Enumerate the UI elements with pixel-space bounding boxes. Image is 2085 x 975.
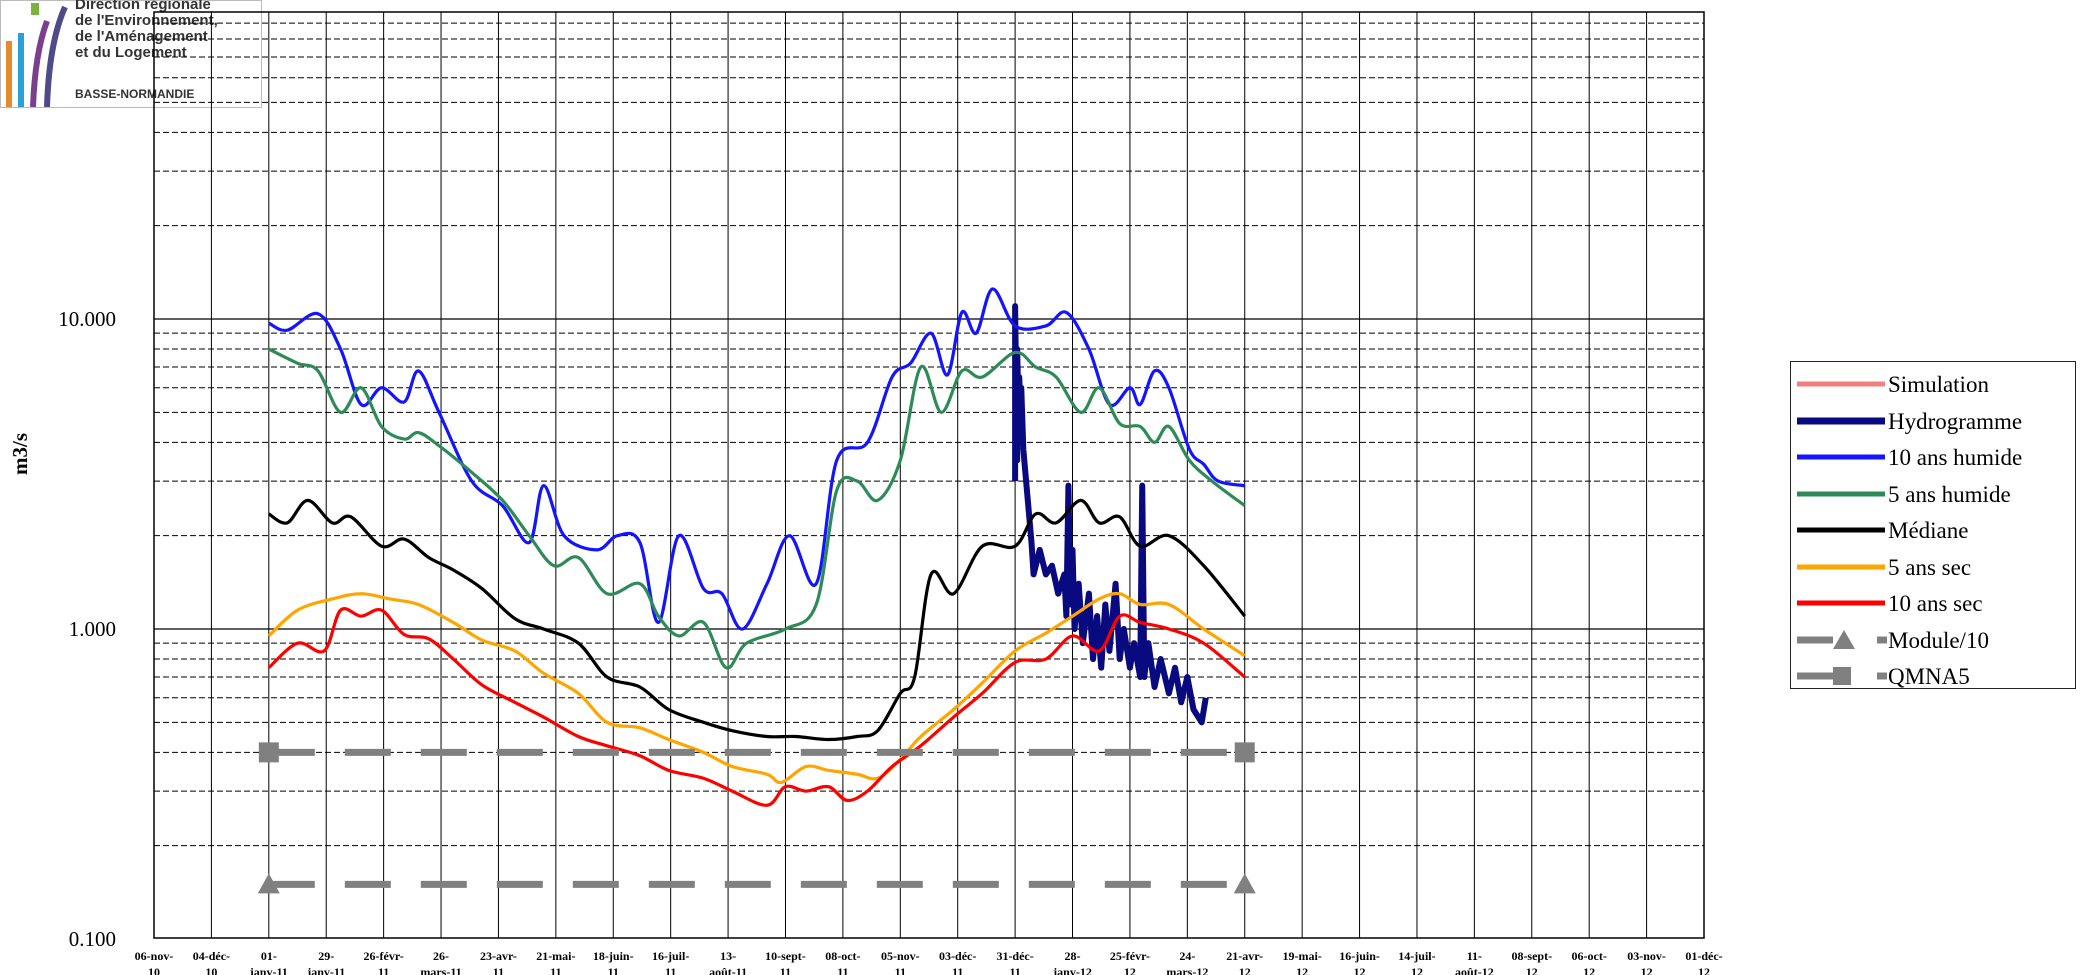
y-axis-label: m3/s [8,433,32,475]
x-tick-label: 08-oct-11 [825,949,860,975]
series-hydrogramme-line [1012,303,1209,726]
series-qmna5-marker [1234,742,1255,763]
x-tick-label: 14-juil-12 [1398,949,1435,975]
legend-item: 10 ans sec [1791,585,2075,621]
legend-label: 5 ans humide [1888,481,2011,507]
legend-swatch [1797,454,1885,460]
logo-text: Direction régionale de l'Environnement, … [75,0,218,61]
y-axis-ticks: 10.000 1.000 0.100 [58,307,116,951]
legend-swatch [1797,629,1887,649]
legend-label: QMNA5 [1888,664,1970,689]
x-tick-label: 05-nov-11 [881,949,920,975]
legend-swatch [1797,564,1885,569]
plot-frame [153,11,1705,939]
legend-swatch [1797,417,1885,424]
legend-label: Module/10 [1888,627,1989,653]
legend-label: Simulation [1888,372,1989,397]
x-tick-label: 29-janv-11 [306,949,345,975]
x-tick-label: 26-mars-11 [420,949,461,975]
legend-item: Hydrogramme [1791,403,2075,439]
legend-item: Module/10 [1791,622,2075,658]
logo-line: de l'Aménagement [75,28,208,45]
x-tick-label: 26-févr-11 [364,949,404,975]
x-tick-label: 13-août-11 [709,949,747,975]
logo-line: de l'Environnement, [75,12,218,29]
series-5-ans-sec-line [267,591,1246,785]
y-tick-label: 10.000 [58,307,116,331]
series-qmna5-marker [258,742,279,763]
legend-item: 10 ans humide [1791,439,2075,475]
x-tick-label: 16-juil-11 [652,949,689,975]
x-tick-label: 19-mai-12 [1282,949,1321,975]
x-tick-label: 08-sept-12 [1511,949,1552,975]
legend-item: QMNA5 [1791,658,2075,694]
legend-swatch [1797,381,1885,387]
series-module-10-marker [257,873,280,894]
x-tick-label: 25-févr-12 [1110,949,1150,975]
legend-label: 5 ans sec [1888,554,1972,580]
x-tick-label: 21-mai-11 [536,949,575,975]
legend-item: 5 ans humide [1791,476,2075,512]
x-tick-label: 18-juin-11 [593,949,634,975]
x-tick-label: 11-août-12 [1455,949,1494,975]
series-module-10-marker [1233,873,1256,894]
chart-grid [153,11,1705,939]
logo-region: BASSE-NORMANDIE [75,87,195,101]
legend-item: Simulation [1791,366,2075,402]
legend-item: Médiane [1791,512,2075,548]
x-tick-label: 28-janv-12 [1052,949,1092,975]
x-tick-label: 24-mars-12 [1166,949,1208,975]
legend-swatch [1797,667,1887,685]
x-tick-label: 23-avr-11 [480,949,517,975]
x-tick-label: 01-déc-12 [1685,949,1722,975]
legend-swatch [1797,491,1885,496]
x-tick-label: 06-oct-12 [1572,949,1607,975]
legend-label: 10 ans humide [1888,445,2023,470]
x-tick-label: 03-déc-11 [939,949,976,975]
y-tick-label: 0.100 [69,927,116,951]
chart-legend: Simulation Hydrogramme 10 ans humide 5 ans … [1790,361,2076,689]
x-tick-label: 03-nov-12 [1627,949,1666,975]
x-tick-label: 31-déc-11 [996,949,1033,975]
x-tick-label: 10-sept-11 [765,949,806,975]
y-tick-label: 1.000 [69,617,116,641]
logo-stripes-icon [6,3,68,107]
series-10-ans-sec-line [267,607,1246,807]
x-tick-label: 16-juin-12 [1339,949,1380,975]
series-m-diane-line [267,498,1246,742]
legend-label: 10 ans sec [1888,591,1983,616]
x-tick-label: 21-avr-12 [1226,949,1263,975]
logo-line: et du Logement [75,44,187,61]
dreal-logo: Direction régionale de l'Environnement, … [0,0,262,108]
chart-series [257,287,1256,894]
legend-label: Médiane [1888,518,1969,543]
x-tick-label: 01-janv-11 [249,949,288,975]
x-tick-label: 04-déc-10 [193,949,230,975]
legend-item: 5 ans sec [1791,549,2075,585]
series-5-ans-humide-line [268,347,1246,670]
x-axis-ticks: 06-nov-10 04-déc-10 01-janv-11 29-janv-11 26… [135,949,1723,975]
logo-line: Direction régionale [75,0,211,13]
legend-swatch [1797,527,1885,533]
legend-swatch [1797,600,1885,606]
series-10-ans-humide-line [268,287,1246,631]
x-tick-label: 06-nov-10 [135,949,174,975]
legend-label: Hydrogramme [1888,408,2023,434]
